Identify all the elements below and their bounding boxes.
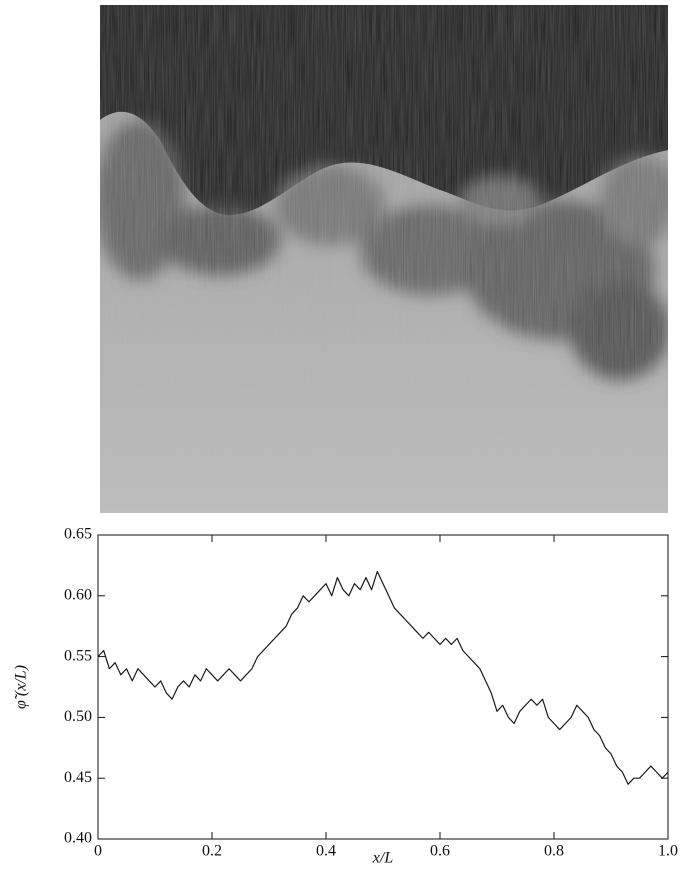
x-tick-label: 0.4 bbox=[316, 843, 336, 860]
y-tick-label: 0.55 bbox=[64, 647, 92, 664]
y-tick-label: 0.45 bbox=[64, 769, 92, 786]
x-tick-label: 0.2 bbox=[202, 843, 222, 860]
x-tick-label: 1.0 bbox=[658, 843, 678, 860]
x-tick-label: 0.8 bbox=[544, 843, 564, 860]
y-tick-label: 0.65 bbox=[64, 526, 92, 543]
flow-image bbox=[100, 5, 668, 513]
y-tick-label: 0.60 bbox=[64, 586, 92, 603]
x-tick-label: 0.6 bbox=[430, 843, 450, 860]
x-axis-label: x/L bbox=[372, 850, 394, 867]
x-tick-label: 0 bbox=[94, 843, 102, 860]
data-line bbox=[97, 570, 669, 785]
plot-frame bbox=[97, 534, 669, 840]
y-tick-label: 0.40 bbox=[64, 830, 92, 847]
y-axis-label: φ̃ (x/L) bbox=[13, 665, 30, 709]
y-tick-label: 0.50 bbox=[64, 708, 92, 725]
